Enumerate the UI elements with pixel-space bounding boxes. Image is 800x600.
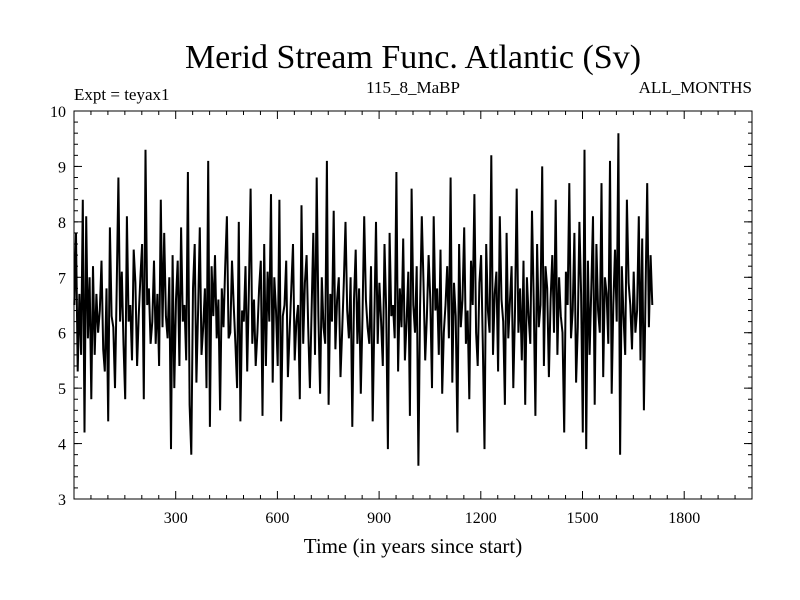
y-tick-label: 8 (58, 215, 66, 232)
x-tick-label: 300 (164, 510, 188, 527)
y-tick-label: 10 (50, 104, 66, 121)
plot-area (73, 133, 654, 466)
months-label: ALL_MONTHS (639, 78, 752, 97)
y-tick-label: 3 (58, 492, 66, 509)
y-tick-label: 5 (58, 381, 66, 398)
y-tick-label: 7 (58, 270, 66, 287)
x-tick-label: 1500 (567, 510, 599, 527)
x-axis: 300 600 900 1200 1500 1800 (90, 111, 736, 527)
x-axis-label: Time (in years since start) (304, 534, 523, 558)
y-tick-label: 4 (58, 437, 66, 454)
plot-frame (73, 110, 753, 500)
y-axis: 3 4 5 6 7 8 9 10 (50, 104, 752, 509)
x-tick-label: 900 (367, 510, 391, 527)
x-tick-label: 600 (265, 510, 289, 527)
y-tick-label: 6 (58, 326, 66, 343)
experiment-label: Expt = teyax1 (74, 85, 170, 104)
chart-title: Merid Stream Func. Atlantic (Sv) (185, 39, 641, 76)
x-tick-label: 1800 (668, 510, 700, 527)
y-tick-label: 9 (58, 159, 66, 176)
period-label: 115_8_MaBP (366, 78, 460, 97)
x-tick-label: 1200 (465, 510, 497, 527)
series-line-0 (73, 133, 654, 466)
